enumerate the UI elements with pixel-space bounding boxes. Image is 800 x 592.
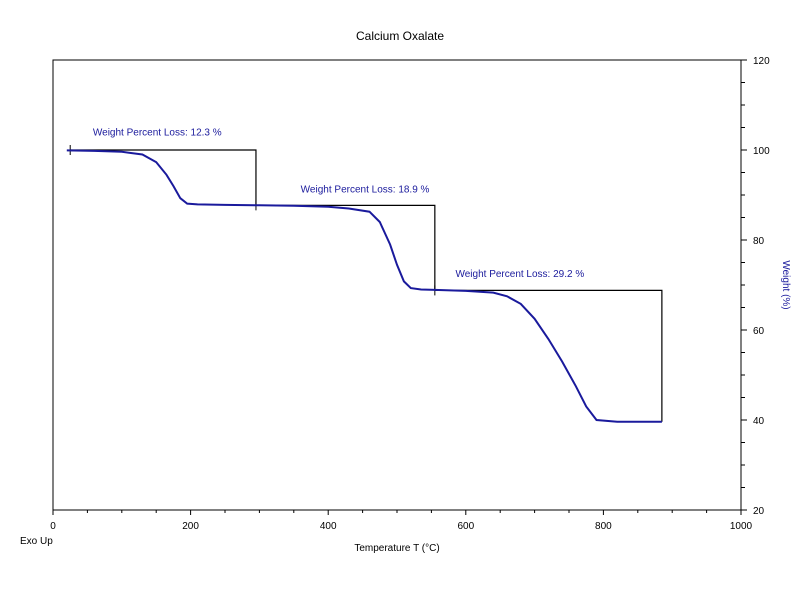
y-axis-label: Weight (%) xyxy=(780,260,791,309)
y-tick-label: 40 xyxy=(753,416,765,427)
weight-loss-step xyxy=(70,149,257,206)
weight-loss-label: Weight Percent Loss: 29.2 % xyxy=(455,269,584,280)
y-axis: 20 40 60 80 100 120 xyxy=(741,56,770,517)
x-tick-label: 600 xyxy=(457,521,474,532)
y-tick-label: 20 xyxy=(753,506,765,517)
x-axis-label: Temperature T (°C) xyxy=(354,543,439,554)
corner-label: Exo Up xyxy=(20,536,53,547)
x-tick-label: 1000 xyxy=(730,521,753,532)
x-tick-label: 0 xyxy=(50,521,56,532)
weight-loss-step xyxy=(434,289,663,422)
annotations: Weight Percent Loss: 12.3 % Weight Percen… xyxy=(93,128,584,280)
weight-loss-label: Weight Percent Loss: 12.3 % xyxy=(93,128,222,139)
y-tick-label: 80 xyxy=(753,236,765,247)
y-tick-label: 60 xyxy=(753,326,765,337)
weight-curve xyxy=(66,149,662,423)
x-tick-label: 400 xyxy=(320,521,337,532)
chart-title: Calcium Oxalate xyxy=(356,29,444,43)
weight-loss-step xyxy=(255,204,436,291)
y-tick-label: 120 xyxy=(753,56,770,67)
weight-loss-label: Weight Percent Loss: 18.9 % xyxy=(301,184,430,195)
y-tick-label: 100 xyxy=(753,146,770,157)
x-tick-label: 800 xyxy=(595,521,612,532)
x-axis: 0 200 400 600 800 1000 xyxy=(50,510,753,532)
x-tick-label: 200 xyxy=(182,521,199,532)
